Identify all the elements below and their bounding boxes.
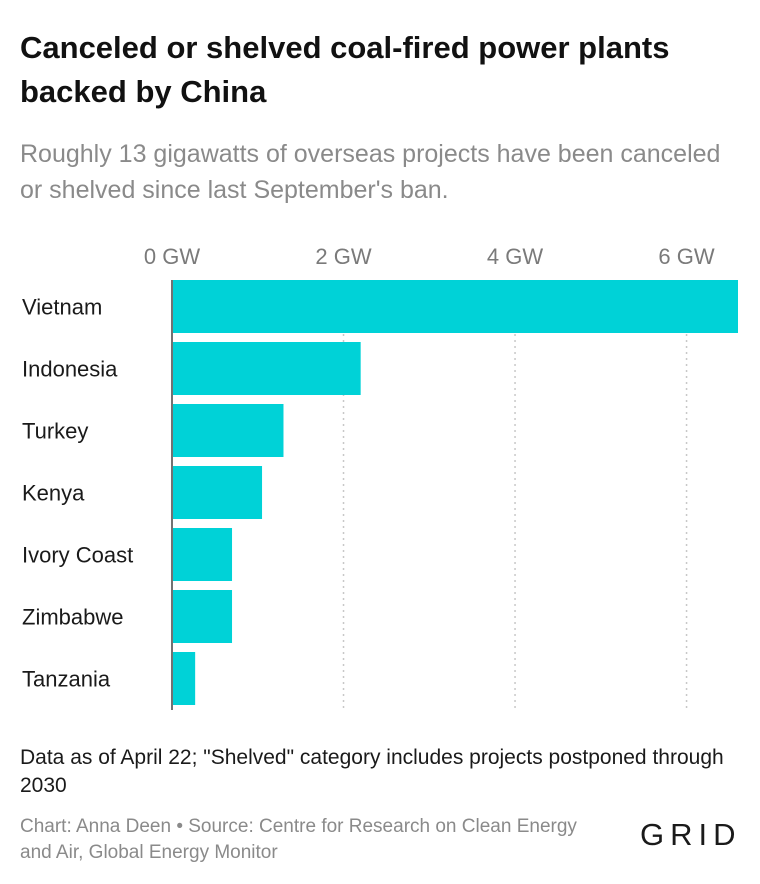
x-tick-label: 6 GW <box>658 244 714 269</box>
category-label: Indonesia <box>22 357 118 382</box>
category-labels: Vietnam Indonesia Turkey Kenya Ivory Coast Zi… <box>22 295 133 692</box>
category-label: Ivory Coast <box>22 543 133 568</box>
bar-kenya <box>173 466 263 519</box>
grid-logo: GRID <box>640 817 742 852</box>
category-label: Turkey <box>22 419 88 444</box>
bar-zimbabwe <box>173 590 233 643</box>
data-note: Data as of April 22; "Shelved" category … <box>20 746 724 797</box>
category-label: Zimbabwe <box>22 605 123 630</box>
source-credit: Chart: Anna Deen • Source: Centre for Re… <box>20 816 577 863</box>
x-axis-ticks: 0 GW 2 GW 4 GW 6 GW <box>144 244 715 269</box>
x-tick-label: 0 GW <box>144 244 200 269</box>
chart-title: Canceled or shelved coal-fired power pla… <box>20 30 670 109</box>
bar-ivory-coast <box>173 528 233 581</box>
bar-chart: 0 GW 2 GW 4 GW 6 GW Vietnam Indonesia Turkey K… <box>22 244 738 710</box>
chart-subtitle: Roughly 13 gigawatts of overseas project… <box>20 140 721 204</box>
category-label: Vietnam <box>22 295 102 320</box>
bar-tanzania <box>173 652 196 705</box>
bars <box>173 280 738 705</box>
category-label: Tanzania <box>22 667 111 692</box>
x-tick-label: 4 GW <box>487 244 543 269</box>
bar-turkey <box>173 404 284 457</box>
gridlines <box>171 280 688 710</box>
x-tick-label: 2 GW <box>315 244 371 269</box>
category-label: Kenya <box>22 481 85 506</box>
bar-indonesia <box>173 342 361 395</box>
bar-vietnam <box>173 280 738 333</box>
